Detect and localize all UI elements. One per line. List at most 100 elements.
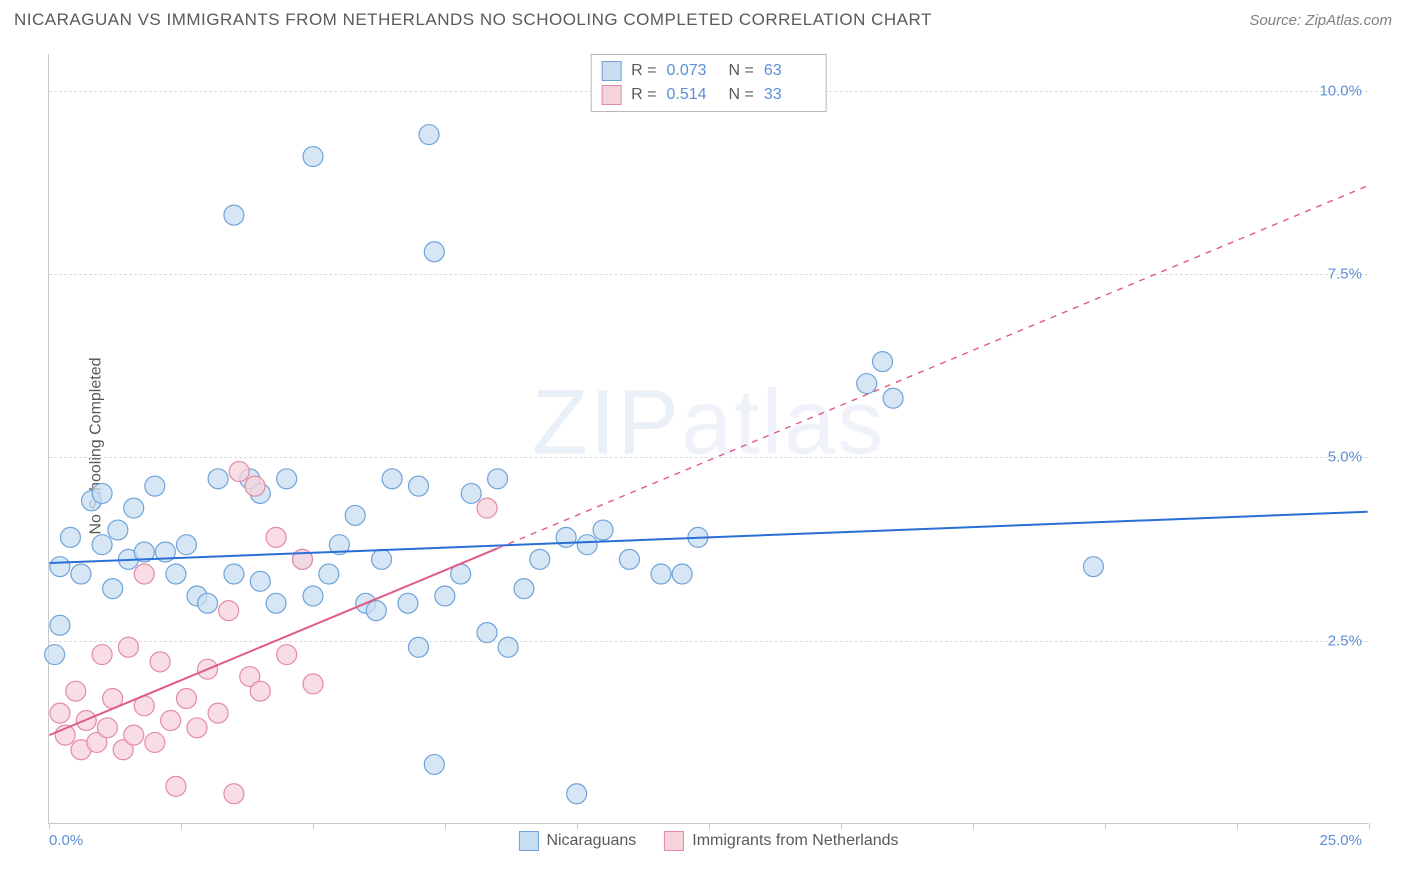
stats-legend-row: R = 0.073 N = 63	[601, 59, 816, 83]
scatter-point	[303, 147, 323, 167]
scatter-point	[208, 469, 228, 489]
scatter-point	[92, 535, 112, 555]
legend-swatch	[601, 61, 621, 81]
n-value: 63	[764, 59, 816, 83]
scatter-point	[461, 483, 481, 503]
scatter-point	[619, 549, 639, 569]
scatter-point	[224, 784, 244, 804]
trend-line-solid	[49, 512, 1367, 563]
scatter-point	[319, 564, 339, 584]
scatter-point	[166, 564, 186, 584]
scatter-point	[176, 689, 196, 709]
scatter-point	[435, 586, 455, 606]
scatter-point	[250, 571, 270, 591]
trend-line-dashed	[498, 186, 1368, 549]
scatter-point	[97, 718, 117, 738]
source-prefix: Source:	[1249, 12, 1305, 29]
legend-swatch	[601, 85, 621, 105]
scatter-point	[277, 469, 297, 489]
chart-header: NICARAGUAN VS IMMIGRANTS FROM NETHERLAND…	[14, 10, 1392, 30]
scatter-point	[161, 710, 181, 730]
scatter-point	[424, 754, 444, 774]
scatter-point	[103, 579, 123, 599]
scatter-point	[198, 593, 218, 613]
x-axis-max-label: 25.0%	[1319, 832, 1362, 849]
trend-line-solid	[49, 548, 497, 735]
legend-item: Nicaraguans	[518, 831, 636, 851]
scatter-point	[345, 505, 365, 525]
scatter-point	[372, 549, 392, 569]
scatter-point	[219, 601, 239, 621]
scatter-point	[60, 527, 80, 547]
scatter-point	[266, 527, 286, 547]
chart-title: NICARAGUAN VS IMMIGRANTS FROM NETHERLAND…	[14, 10, 932, 30]
scatter-point	[50, 615, 70, 635]
scatter-point	[498, 637, 518, 657]
legend-label: Nicaraguans	[546, 832, 636, 850]
scatter-point	[408, 637, 428, 657]
scatter-point	[108, 520, 128, 540]
x-tick	[181, 823, 182, 829]
x-tick	[577, 823, 578, 829]
scatter-point	[303, 586, 323, 606]
scatter-point	[382, 469, 402, 489]
scatter-point	[567, 784, 587, 804]
scatter-point	[166, 776, 186, 796]
n-value: 33	[764, 83, 816, 107]
x-tick	[445, 823, 446, 829]
scatter-point	[134, 564, 154, 584]
scatter-point	[408, 476, 428, 496]
r-value: 0.514	[667, 83, 719, 107]
scatter-point	[245, 476, 265, 496]
scatter-point	[873, 352, 893, 372]
scatter-point	[66, 681, 86, 701]
scatter-point	[672, 564, 692, 584]
n-label: N =	[729, 59, 754, 83]
scatter-point	[593, 520, 613, 540]
r-label: R =	[631, 83, 656, 107]
scatter-point	[651, 564, 671, 584]
stats-legend-row: R =0.514N =33	[601, 83, 816, 107]
x-tick	[841, 823, 842, 829]
scatter-point	[250, 681, 270, 701]
scatter-point	[488, 469, 508, 489]
scatter-point	[145, 476, 165, 496]
x-tick	[973, 823, 974, 829]
scatter-point	[145, 732, 165, 752]
scatter-point	[419, 125, 439, 145]
scatter-point	[224, 564, 244, 584]
scatter-point	[208, 703, 228, 723]
scatter-point	[45, 645, 65, 665]
scatter-point	[857, 374, 877, 394]
scatter-svg	[49, 54, 1368, 823]
scatter-point	[556, 527, 576, 547]
scatter-point	[229, 461, 249, 481]
source-site: ZipAtlas.com	[1305, 12, 1392, 29]
chart-source: Source: ZipAtlas.com	[1249, 12, 1392, 29]
scatter-point	[50, 703, 70, 723]
scatter-point	[50, 557, 70, 577]
scatter-point	[883, 388, 903, 408]
scatter-point	[124, 498, 144, 518]
x-tick	[1237, 823, 1238, 829]
scatter-point	[71, 564, 91, 584]
scatter-point	[118, 637, 138, 657]
scatter-point	[366, 601, 386, 621]
x-tick	[1369, 823, 1370, 829]
scatter-point	[277, 645, 297, 665]
scatter-point	[514, 579, 534, 599]
scatter-point	[266, 593, 286, 613]
scatter-point	[150, 652, 170, 672]
r-value: 0.073	[667, 59, 719, 83]
x-axis-min-label: 0.0%	[49, 832, 83, 849]
legend-item: Immigrants from Netherlands	[664, 831, 898, 851]
plot-area: ZIPatlas 2.5%5.0%7.5%10.0% 0.0% 25.0% R …	[48, 54, 1368, 824]
r-label: R =	[631, 59, 656, 83]
scatter-point	[187, 718, 207, 738]
legend-label: Immigrants from Netherlands	[692, 832, 898, 850]
scatter-point	[530, 549, 550, 569]
scatter-point	[424, 242, 444, 262]
x-tick	[313, 823, 314, 829]
scatter-point	[1083, 557, 1103, 577]
scatter-point	[176, 535, 196, 555]
